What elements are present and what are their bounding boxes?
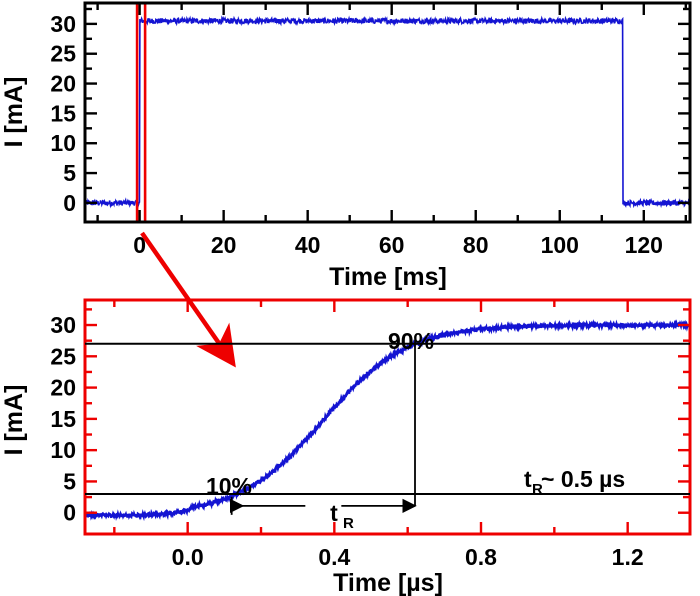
top-panel-frame (85, 3, 690, 222)
tick-label: 1.2 (612, 544, 644, 570)
tick-label: 20 (211, 232, 237, 258)
top-panel: 0 20 40 60 80 100 120 0 5 10 15 20 25 30 Time [ms] I… (0, 3, 690, 291)
tick-label: 5 (63, 468, 76, 494)
zoom-highlight-box (137, 3, 145, 222)
rise-time-arrow-label-main: t (330, 500, 338, 526)
tick-label: 0.0 (172, 544, 204, 570)
rise-time-value-main: t (524, 466, 532, 492)
bottom-panel-y-tick-labels: 0 5 10 15 20 25 30 (50, 312, 76, 526)
top-panel-ticks (85, 3, 690, 222)
bottom-panel-y-axis-title: I [mA] (0, 385, 28, 456)
tick-label: 20 (50, 71, 76, 97)
tick-label: 100 (541, 232, 579, 258)
tick-label: 60 (379, 232, 405, 258)
tick-label: 0 (63, 190, 76, 216)
top-panel-x-axis-title: Time [ms] (329, 263, 447, 291)
tick-label: 120 (625, 232, 663, 258)
tick-label: 5 (63, 160, 76, 186)
tick-label: 0.4 (318, 544, 350, 570)
tick-label: 10 (50, 130, 76, 156)
tick-label: 25 (50, 41, 76, 67)
label-10-percent: 10% (206, 473, 252, 499)
tick-label: 0.8 (465, 544, 497, 570)
top-panel-y-axis-title: I [mA] (0, 77, 28, 148)
figure-root: 0 20 40 60 80 100 120 0 5 10 15 20 25 30 Time [ms] I… (0, 0, 700, 596)
tick-label: 80 (463, 232, 489, 258)
rise-time-value-tail: ~ 0.5 µs (541, 466, 625, 492)
tick-label: 30 (50, 312, 76, 338)
top-panel-x-tick-labels: 020406080100120 (133, 232, 663, 258)
figure-canvas: 0 20 40 60 80 100 120 0 5 10 15 20 25 30 Time [ms] I… (0, 0, 700, 596)
label-90-percent: 90% (388, 328, 434, 354)
tick-label: 20 (50, 375, 76, 401)
tick-label: 15 (50, 406, 76, 432)
tick-label: 40 (295, 232, 321, 258)
tick-label: 15 (50, 100, 76, 126)
top-panel-y-tick-labels: 0 5 10 15 20 25 30 (50, 11, 76, 216)
tick-label: 0 (63, 500, 76, 526)
bottom-panel-x-tick-labels: 0.0 0.4 0.8 1.2 (172, 544, 644, 570)
bottom-panel: 0.00.40.81.2 051015202530 10% 90% t R t … (0, 300, 690, 596)
tick-label: 25 (50, 343, 76, 369)
tick-label: 30 (50, 11, 76, 37)
top-panel-current-trace (85, 18, 690, 205)
bottom-panel-x-axis-title: Time [µs] (333, 569, 443, 596)
tick-label: 10 (50, 437, 76, 463)
rise-time-arrow-label-sub: R (343, 515, 354, 532)
top-panel-trace-group (85, 18, 690, 205)
